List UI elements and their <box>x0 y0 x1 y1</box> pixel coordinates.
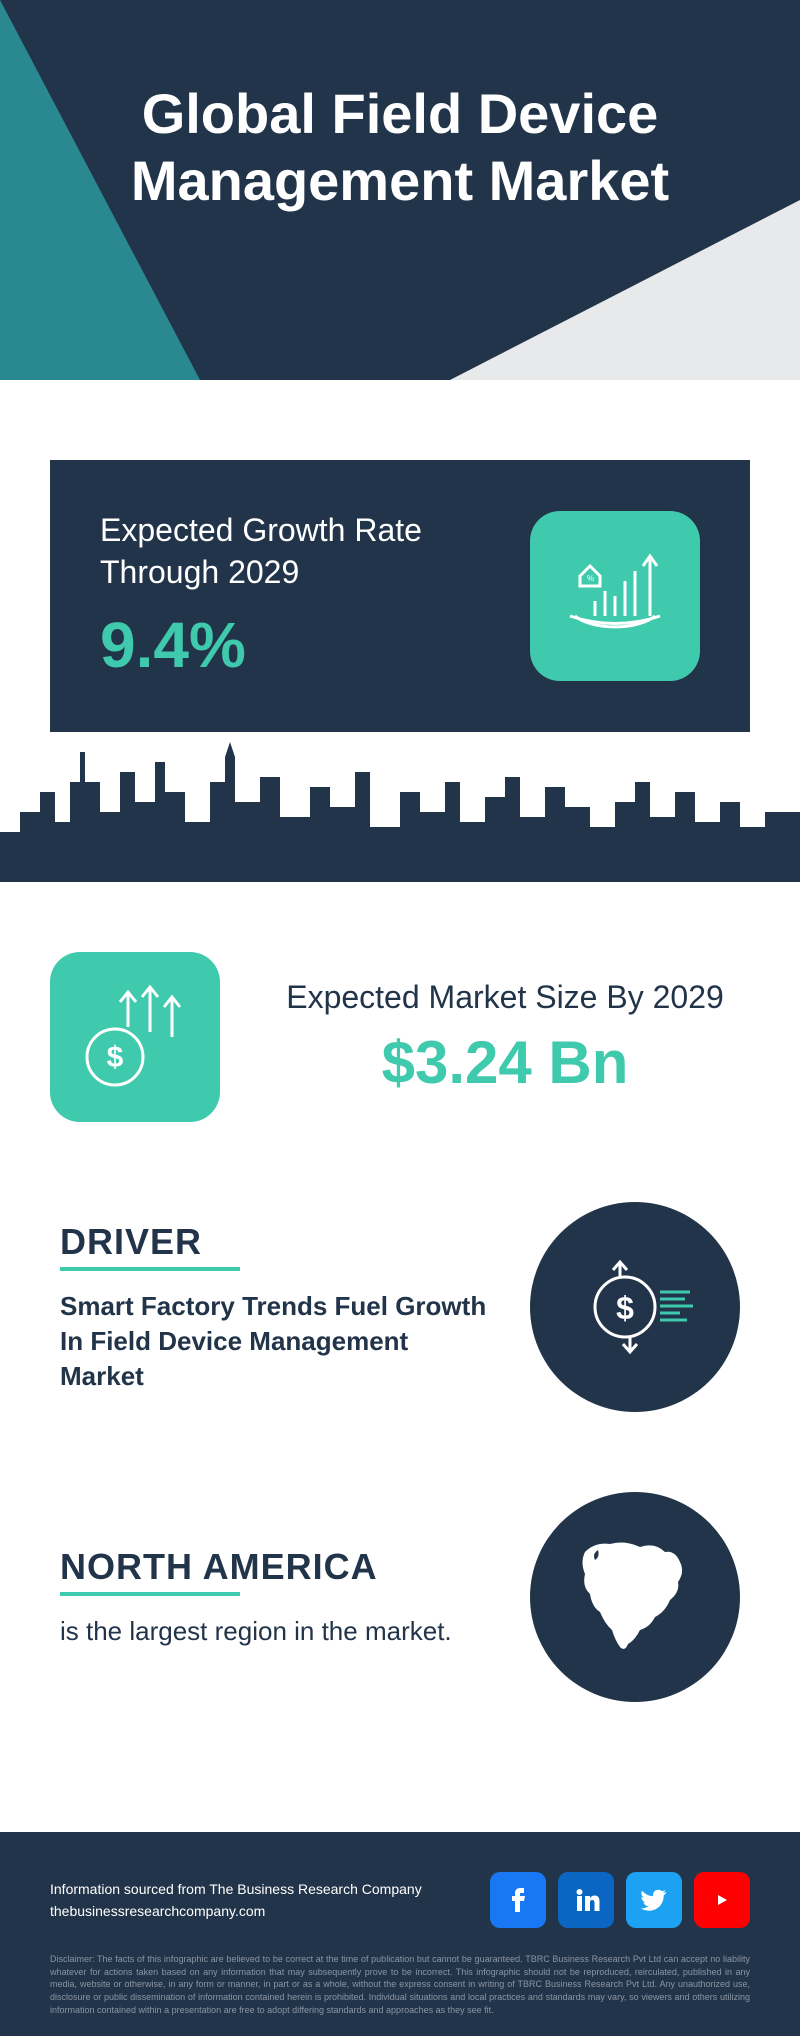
footer-source: Information sourced from The Business Re… <box>50 1878 422 1923</box>
north-america-map-icon <box>530 1492 740 1702</box>
footer-section: Information sourced from The Business Re… <box>0 1832 800 2036</box>
driver-section: DRIVER Smart Factory Trends Fuel Growth … <box>0 1152 800 1442</box>
dollar-transfer-icon: $ <box>530 1202 740 1412</box>
market-size-text: Expected Market Size By 2029 $3.24 Bn <box>260 977 750 1098</box>
driver-heading: DRIVER <box>60 1221 490 1271</box>
source-line-1: Information sourced from The Business Re… <box>50 1878 422 1900</box>
youtube-icon[interactable] <box>694 1872 750 1928</box>
source-line-2: thebusinessresearchcompany.com <box>50 1900 422 1922</box>
growth-rate-text: Expected Growth Rate Through 2029 9.4% <box>100 510 530 682</box>
spacer <box>0 380 800 460</box>
growth-rate-label: Expected Growth Rate Through 2029 <box>100 510 530 593</box>
city-skyline-icon <box>0 732 800 882</box>
disclaimer-text: Disclaimer: The facts of this infographi… <box>50 1953 750 2016</box>
linkedin-icon[interactable] <box>558 1872 614 1928</box>
growth-rate-card: Expected Growth Rate Through 2029 9.4% % <box>50 460 750 732</box>
region-description: is the largest region in the market. <box>60 1614 490 1649</box>
twitter-icon[interactable] <box>626 1872 682 1928</box>
market-size-value: $3.24 Bn <box>260 1028 750 1097</box>
page-title: Global Field Device Management Market <box>0 0 800 214</box>
market-size-label: Expected Market Size By 2029 <box>260 977 750 1019</box>
driver-description: Smart Factory Trends Fuel Growth In Fiel… <box>60 1289 490 1394</box>
dollar-arrows-up-icon: $ <box>50 952 220 1122</box>
facebook-icon[interactable] <box>490 1872 546 1928</box>
svg-text:$: $ <box>107 1041 124 1074</box>
svg-text:%: % <box>587 574 594 583</box>
region-section: NORTH AMERICA is the largest region in t… <box>0 1442 800 1732</box>
social-icons <box>490 1872 750 1928</box>
svg-text:$: $ <box>616 1290 634 1326</box>
header-section: Global Field Device Management Market <box>0 0 800 380</box>
header-accent-right <box>450 200 800 380</box>
driver-text: DRIVER Smart Factory Trends Fuel Growth … <box>60 1221 490 1394</box>
region-heading: NORTH AMERICA <box>60 1546 490 1596</box>
footer-top: Information sourced from The Business Re… <box>50 1872 750 1928</box>
growth-rate-value: 9.4% <box>100 608 530 682</box>
growth-chart-globe-icon: % <box>530 511 700 681</box>
region-text: NORTH AMERICA is the largest region in t… <box>60 1546 490 1649</box>
skyline-section: $ Expected Market Size By 2029 $3.24 Bn <box>0 732 800 1152</box>
market-size-card: $ Expected Market Size By 2029 $3.24 Bn <box>50 922 750 1152</box>
